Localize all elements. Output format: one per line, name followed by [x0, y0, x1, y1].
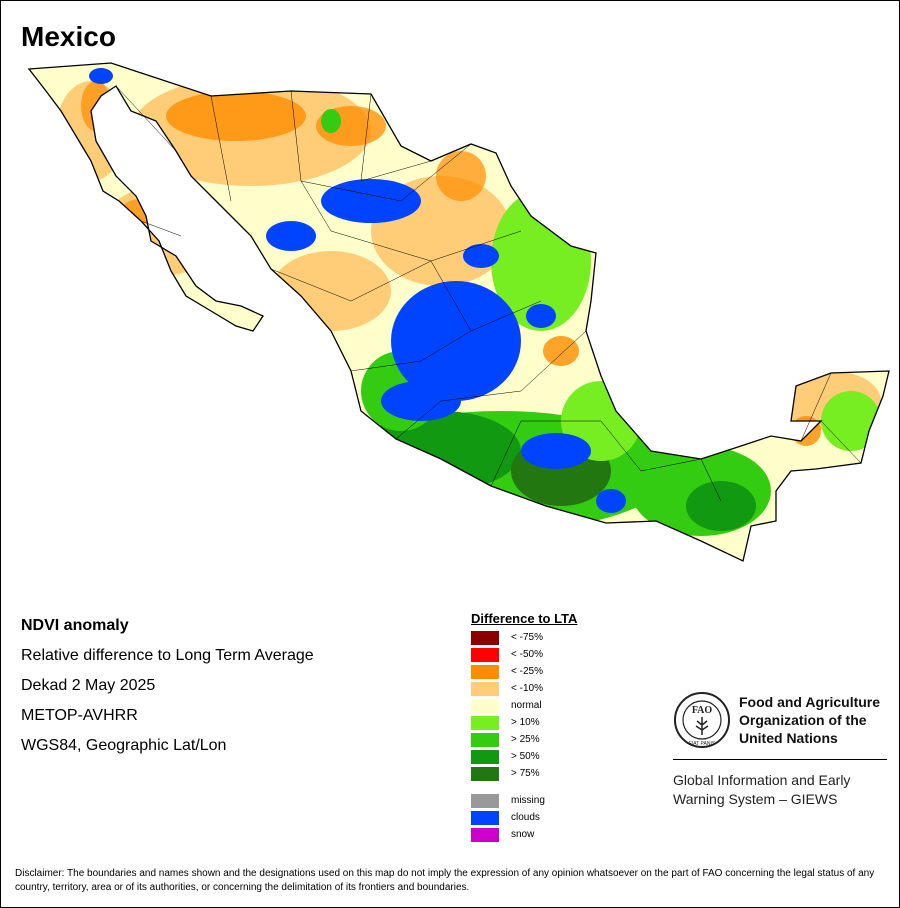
legend-label: < -10% — [511, 683, 543, 694]
legend-label: > 75% — [511, 768, 540, 779]
legend-label: < -75% — [511, 632, 543, 643]
legend-label: clouds — [511, 812, 540, 823]
legend-title: Difference to LTA — [471, 611, 578, 626]
legend-swatch — [471, 811, 499, 825]
disclaimer: Disclaimer: The boundaries and names sho… — [15, 868, 875, 893]
legend-swatch — [471, 767, 499, 781]
fao-name: Food and Agriculture Organization of the… — [739, 694, 881, 746]
giews-name: Global Information and Early Warning Sys… — [673, 772, 851, 807]
anomaly-patches — [56, 68, 881, 536]
legend-swatch — [471, 828, 499, 842]
time-period: Dekad 2 May 2025 — [21, 677, 156, 694]
product-description: Relative difference to Long Term Average — [21, 647, 314, 664]
logo-motto: FIAT PANIS — [689, 741, 716, 747]
legend-label: snow — [511, 829, 535, 840]
divider — [673, 759, 887, 760]
legend-label: < -50% — [511, 649, 543, 660]
legend-swatch — [471, 682, 499, 696]
legend-swatch — [471, 794, 499, 808]
state-borders — [115, 85, 862, 502]
logo-letters: FAO — [692, 705, 713, 716]
legend-swatch — [471, 699, 499, 713]
ndvi-anomaly-map — [28, 62, 890, 562]
legend-label: > 10% — [511, 717, 540, 728]
product-name: NDVI anomaly — [21, 617, 129, 634]
legend-label: > 50% — [511, 751, 540, 762]
map-title: Mexico — [21, 21, 116, 52]
legend-swatch — [471, 733, 499, 747]
legend-label: > 25% — [511, 734, 540, 745]
legend-label: missing — [511, 795, 545, 806]
fao-logo-icon: FAO FIAT PANIS — [674, 692, 730, 748]
legend-swatch — [471, 648, 499, 662]
legend-swatch — [471, 631, 499, 645]
sensor: METOP-AVHRR — [21, 707, 138, 724]
legend-swatch — [471, 665, 499, 679]
legend-label: < -25% — [511, 666, 543, 677]
legend-label: normal — [511, 700, 542, 711]
legend: Difference to LTA < -75% < -50% < -25% <… — [471, 611, 671, 842]
legend-swatch — [471, 716, 499, 730]
projection: WGS84, Geographic Lat/Lon — [21, 737, 227, 754]
legend-swatch — [471, 750, 499, 764]
